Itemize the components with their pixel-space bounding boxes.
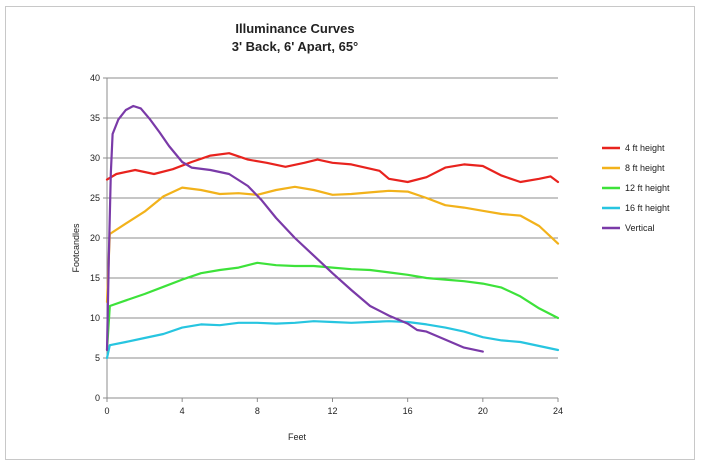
series-line-4-ft-height — [105, 152, 560, 184]
legend: 4 ft height 8 ft height 12 ft height 16 ft … — [602, 143, 670, 233]
x-tick-label-4: 16 — [403, 406, 413, 416]
legend-label-4-ft-height: 4 ft height — [625, 143, 665, 153]
y-tick-label-1: 5 — [95, 353, 100, 363]
y-tick-labels: 0 5 10 15 20 25 30 35 40 — [90, 73, 100, 403]
y-tick-label-5: 25 — [90, 193, 100, 203]
x-tick-label-3: 12 — [327, 406, 337, 416]
y-tick-label-2: 10 — [90, 313, 100, 323]
x-axis-label: Feet — [288, 432, 307, 442]
legend-label-16-ft-height: 16 ft height — [625, 203, 670, 213]
y-tick-label-0: 0 — [95, 393, 100, 403]
y-tick-label-7: 35 — [90, 113, 100, 123]
legend-label-8-ft-height: 8 ft height — [625, 163, 665, 173]
series-line-12-ft-height — [105, 261, 560, 352]
y-axis-label: Footcandles — [71, 223, 81, 273]
legend-label-12-ft-height: 12 ft height — [625, 183, 670, 193]
legend-label-vertical: Vertical — [625, 223, 655, 233]
x-tick-label-2: 8 — [255, 406, 260, 416]
axes — [103, 77, 559, 402]
x-tick-label-5: 20 — [478, 406, 488, 416]
chart-frame: Illuminance Curves 3' Back, 6' Apart, 65… — [5, 6, 695, 460]
gridlines — [107, 77, 558, 359]
series-line-vertical — [105, 104, 484, 353]
x-tick-label-0: 0 — [104, 406, 109, 416]
series-line-16-ft-height — [105, 320, 560, 360]
x-tick-label-6: 24 — [553, 406, 563, 416]
series-line-8-ft-height — [105, 185, 560, 304]
y-tick-label-4: 20 — [90, 233, 100, 243]
chart-subtitle: 3' Back, 6' Apart, 65° — [232, 39, 359, 54]
y-tick-label-6: 30 — [90, 153, 100, 163]
illuminance-line-chart: Illuminance Curves 3' Back, 6' Apart, 65… — [71, 21, 670, 442]
x-tick-label-1: 4 — [180, 406, 185, 416]
y-tick-label-8: 40 — [90, 73, 100, 83]
series-lines — [105, 104, 560, 360]
y-tick-label-3: 15 — [90, 273, 100, 283]
chart-title: Illuminance Curves — [235, 21, 354, 36]
x-tick-labels: 0 4 8 12 16 20 24 — [104, 406, 563, 416]
